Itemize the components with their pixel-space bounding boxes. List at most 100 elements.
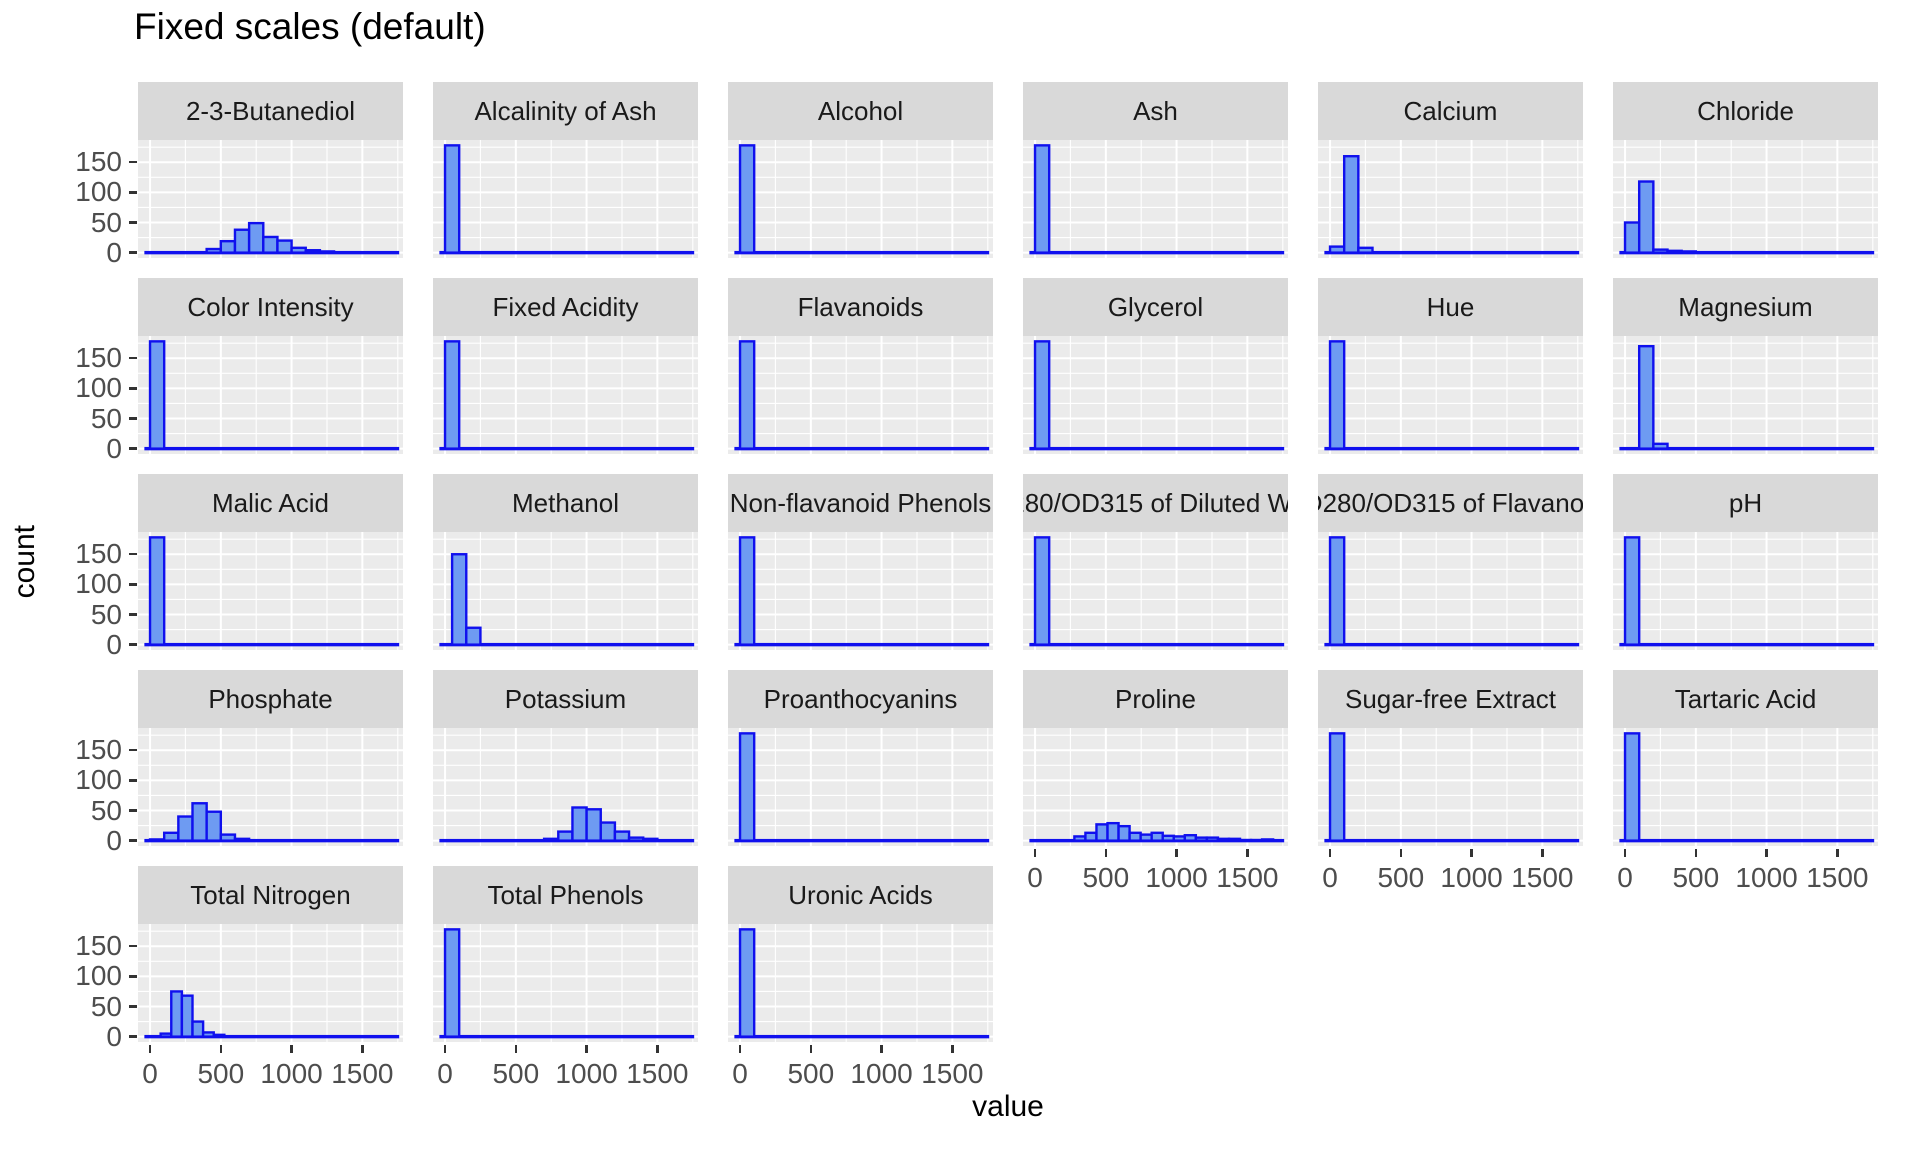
x-tick-label: 1000	[1735, 862, 1798, 893]
facet-strip: Potassium	[433, 670, 698, 728]
facet-histogram	[1613, 532, 1878, 650]
y-tick-mark	[129, 251, 137, 254]
facet-title: Proanthocyanins	[763, 683, 958, 714]
y-axis-title: count	[2, 82, 48, 1042]
x-tick-label: 0	[1322, 862, 1338, 893]
y-tick-label: 50	[90, 206, 122, 238]
facet-title: Uronic Acids	[788, 879, 933, 910]
x-tick-label: 500	[197, 1058, 245, 1089]
x-axis-title: value	[972, 1090, 1044, 1123]
y-tick-mark	[129, 417, 137, 420]
facet-histogram	[728, 924, 993, 1042]
x-tick-label: 1000	[850, 1058, 913, 1089]
x-tick-mark	[1033, 849, 1037, 857]
y-tick-mark	[129, 643, 137, 646]
x-tick-label: 1000	[1145, 862, 1208, 893]
facet-title: Glycerol	[1107, 291, 1204, 322]
facet-title: Chloride	[1697, 95, 1794, 126]
x-tick-mark	[361, 1045, 364, 1053]
x-tick-mark	[148, 1045, 152, 1053]
x-tick-mark	[809, 1045, 812, 1053]
facet-strip: Calcium	[1318, 82, 1583, 140]
y-tick-mark	[129, 779, 137, 782]
plot-title: Fixed scales (default)	[134, 6, 486, 47]
x-tick-mark	[1175, 849, 1178, 857]
facet-title: Magnesium	[1678, 291, 1813, 322]
y-tick-mark	[129, 583, 137, 586]
x-tick-label: 500	[1672, 862, 1720, 893]
x-tick-mark	[290, 1045, 293, 1053]
facet-title: Total Phenols	[487, 879, 644, 910]
y-tick-mark	[129, 945, 137, 948]
facet-title: Tartaric Acid	[1674, 683, 1817, 714]
x-tick-label: 0	[1617, 862, 1633, 893]
facet-histogram	[1318, 140, 1583, 258]
y-tick-label: 100	[75, 764, 122, 796]
x-tick-mark	[514, 1045, 517, 1053]
y-tick-label: 0	[106, 236, 122, 268]
facet-title: Malic Acid	[211, 487, 330, 518]
x-tick-mark	[585, 1045, 588, 1053]
y-axis-title-text: count	[8, 525, 41, 599]
facet-strip: Total Phenols	[433, 866, 698, 924]
x-tick-mark	[1399, 849, 1402, 857]
y-tick-mark	[129, 553, 137, 556]
x-tick-label: 1500	[626, 1058, 689, 1089]
y-tick-mark	[129, 357, 137, 360]
facet-histogram	[1318, 532, 1583, 650]
facet-strip: Ash	[1023, 82, 1288, 140]
x-tick-label: 500	[787, 1058, 835, 1089]
x-tick-mark	[880, 1045, 883, 1053]
y-tick-mark	[129, 839, 137, 842]
x-tick-label: 500	[1377, 862, 1425, 893]
x-tick-label: 1500	[1806, 862, 1869, 893]
facet-title: Methanol	[512, 487, 619, 518]
facet-title: Potassium	[504, 683, 627, 714]
facet-histogram	[138, 924, 403, 1042]
facet-histogram	[1318, 728, 1583, 846]
y-tick-label: 100	[75, 372, 122, 404]
facet-histogram	[138, 728, 403, 846]
facet-histogram	[433, 728, 698, 846]
facet-strip: Tartaric Acid	[1613, 670, 1878, 728]
x-tick-label: 1500	[331, 1058, 394, 1089]
y-tick-mark	[129, 447, 137, 450]
facet-strip: pH	[1613, 474, 1878, 532]
facet-histogram	[1613, 336, 1878, 454]
y-tick-mark	[129, 1035, 137, 1038]
facet-title: Ash	[1133, 95, 1178, 126]
facet-histogram	[138, 336, 403, 454]
facet-strip: Alcalinity of Ash	[433, 82, 698, 140]
y-tick-mark	[129, 749, 137, 752]
facet-strip: Malic Acid	[138, 474, 403, 532]
y-tick-mark	[129, 1005, 137, 1008]
facet-histogram	[728, 336, 993, 454]
x-tick-label: 1500	[1511, 862, 1574, 893]
y-tick-label: 150	[75, 734, 122, 766]
facet-title: pH	[1728, 487, 1763, 518]
facet-strip: 2-3-Butanediol	[138, 82, 403, 140]
y-tick-label: 100	[75, 960, 122, 992]
x-tick-label: 0	[142, 1058, 158, 1089]
facet-strip: OD280/OD315 of Flavanoids	[1318, 474, 1583, 532]
facet-title: OD280/OD315 of Flavanoids	[1318, 487, 1583, 518]
facet-strip: Alcohol	[728, 82, 993, 140]
facet-strip: OD280/OD315 of Diluted Wines	[1023, 474, 1288, 532]
y-tick-label: 50	[90, 794, 122, 826]
x-tick-label: 1500	[1216, 862, 1279, 893]
y-tick-label: 0	[106, 432, 122, 464]
x-tick-mark	[1104, 849, 1107, 857]
facet-strip: Magnesium	[1613, 278, 1878, 336]
facet-histogram	[433, 924, 698, 1042]
facet-strip: Sugar-free Extract	[1318, 670, 1583, 728]
y-tick-mark	[129, 809, 137, 812]
x-tick-mark	[1470, 849, 1473, 857]
facet-title: Total Nitrogen	[190, 879, 351, 910]
y-tick-mark	[129, 387, 137, 390]
facet-strip: Hue	[1318, 278, 1583, 336]
y-tick-label: 50	[90, 598, 122, 630]
y-tick-label: 150	[75, 342, 122, 374]
facet-title: Hue	[1426, 291, 1475, 322]
facet-strip: Fixed Acidity	[433, 278, 698, 336]
facet-strip: Non-flavanoid Phenols	[728, 474, 993, 532]
